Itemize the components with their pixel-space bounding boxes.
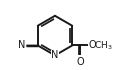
Text: N: N	[18, 41, 25, 50]
Text: N: N	[51, 50, 59, 60]
Text: O: O	[88, 41, 96, 50]
Text: O: O	[76, 57, 84, 67]
Text: CH$_3$: CH$_3$	[94, 39, 113, 52]
